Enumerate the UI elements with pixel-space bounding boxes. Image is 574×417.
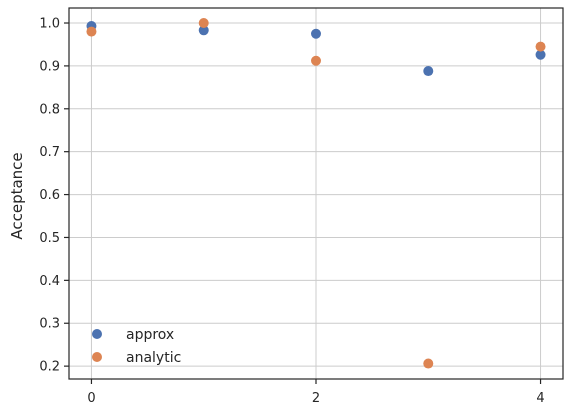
x-tick-label: 2 [312,391,320,406]
x-tick-label: 4 [536,391,544,406]
data-point-approx [311,28,321,39]
y-tick-label: 0.6 [39,188,60,203]
x-tick-label: 0 [87,391,95,406]
data-point-analytic [198,18,209,29]
legend-label-analytic: analytic [126,350,181,366]
grid [69,8,563,379]
legend-marker-analytic [92,352,102,362]
data-point-approx [198,25,209,36]
y-axis-label: Acceptance [8,152,26,239]
y-tick-label: 0.7 [39,145,60,160]
y-tick-label: 0.3 [39,317,60,332]
y-tick-label: 0.2 [39,360,60,375]
y-tick-label: 0.5 [39,231,60,246]
plot-frame [68,7,564,380]
y-tick-label: 1.0 [39,17,60,32]
data-point-analytic [423,358,434,369]
data-point-approx [423,66,434,77]
y-tick-label: 0.4 [39,274,60,289]
data-points [86,18,546,369]
data-point-analytic [311,55,321,66]
y-tick-label: 0.8 [39,102,60,117]
y-tick-label: 0.9 [39,59,60,74]
data-point-analytic [86,26,97,37]
axis-ticks: 0.2 0.3 0.4 0.5 0.6 0.7 0.8 0.9 1.0 0 2 4 [39,17,544,406]
data-point-analytic [535,41,546,52]
legend-marker-approx [92,329,102,339]
legend-label-approx: approx [126,327,174,343]
legend: approx analytic [92,327,181,366]
data-point-approx [535,49,546,60]
